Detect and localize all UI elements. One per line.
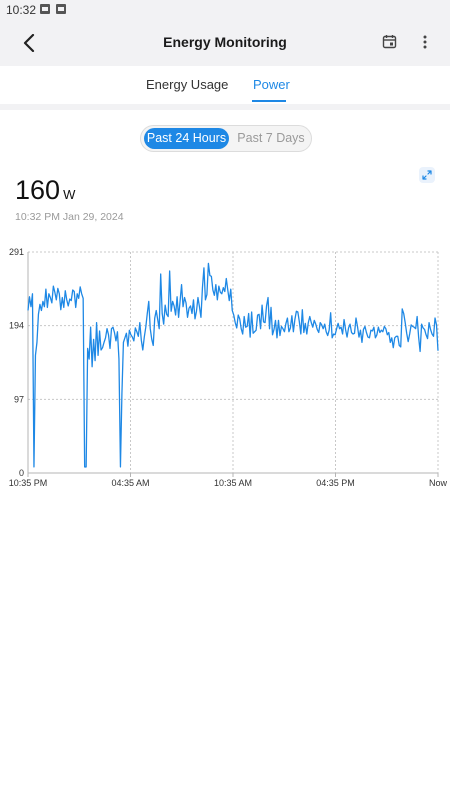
more-options-button[interactable] [417, 31, 433, 53]
reading-timestamp: 10:32 PM Jan 29, 2024 [15, 211, 124, 223]
notification-icons [40, 4, 66, 14]
tab-power[interactable]: Power [253, 77, 290, 92]
app-notification-icon [56, 4, 66, 14]
tab-bar: Energy Usage Power [0, 66, 450, 104]
tab-energy-usage[interactable]: Energy Usage [146, 77, 229, 92]
page-title: Energy Monitoring [163, 34, 287, 50]
app-header: Energy Monitoring [0, 20, 450, 66]
active-tab-indicator [252, 100, 286, 102]
x-tick-label: 10:35 PM [9, 478, 48, 488]
section-divider [0, 104, 450, 110]
calendar-icon [382, 35, 397, 49]
more-vertical-icon [423, 35, 427, 49]
chevron-left-icon [23, 34, 35, 52]
back-button[interactable] [16, 30, 42, 56]
y-tick-label: 194 [9, 321, 24, 331]
x-tick-label: 10:35 AM [214, 478, 252, 488]
fullscreen-button[interactable] [419, 167, 435, 183]
power-value: 160 [15, 175, 61, 205]
current-power-reading: 160 W [15, 175, 75, 206]
x-tick-label: 04:35 PM [316, 478, 355, 488]
power-line-chart: 0 97 194 291 10:35 PM 04:35 AM 10:35 AM 04:35 P… [9, 247, 448, 488]
past-7-days-button[interactable]: Past 7 Days [237, 131, 305, 145]
power-unit: W [63, 187, 76, 202]
power-series-line [27, 262, 439, 468]
status-bar: 10:32 [0, 0, 450, 20]
y-tick-label: 97 [14, 394, 24, 404]
image-notification-icon [40, 4, 50, 14]
y-tick-label: 291 [9, 247, 24, 257]
calendar-button[interactable] [381, 33, 399, 51]
time-range-toggle: Past 24 Hours Past 7 Days [140, 125, 312, 152]
x-tick-label: Now [429, 478, 448, 488]
status-time: 10:32 [6, 3, 37, 17]
expand-icon [422, 170, 432, 180]
past-24-hours-button[interactable]: Past 24 Hours [144, 128, 229, 149]
y-tick-label: 0 [19, 468, 24, 478]
x-tick-label: 04:35 AM [111, 478, 149, 488]
